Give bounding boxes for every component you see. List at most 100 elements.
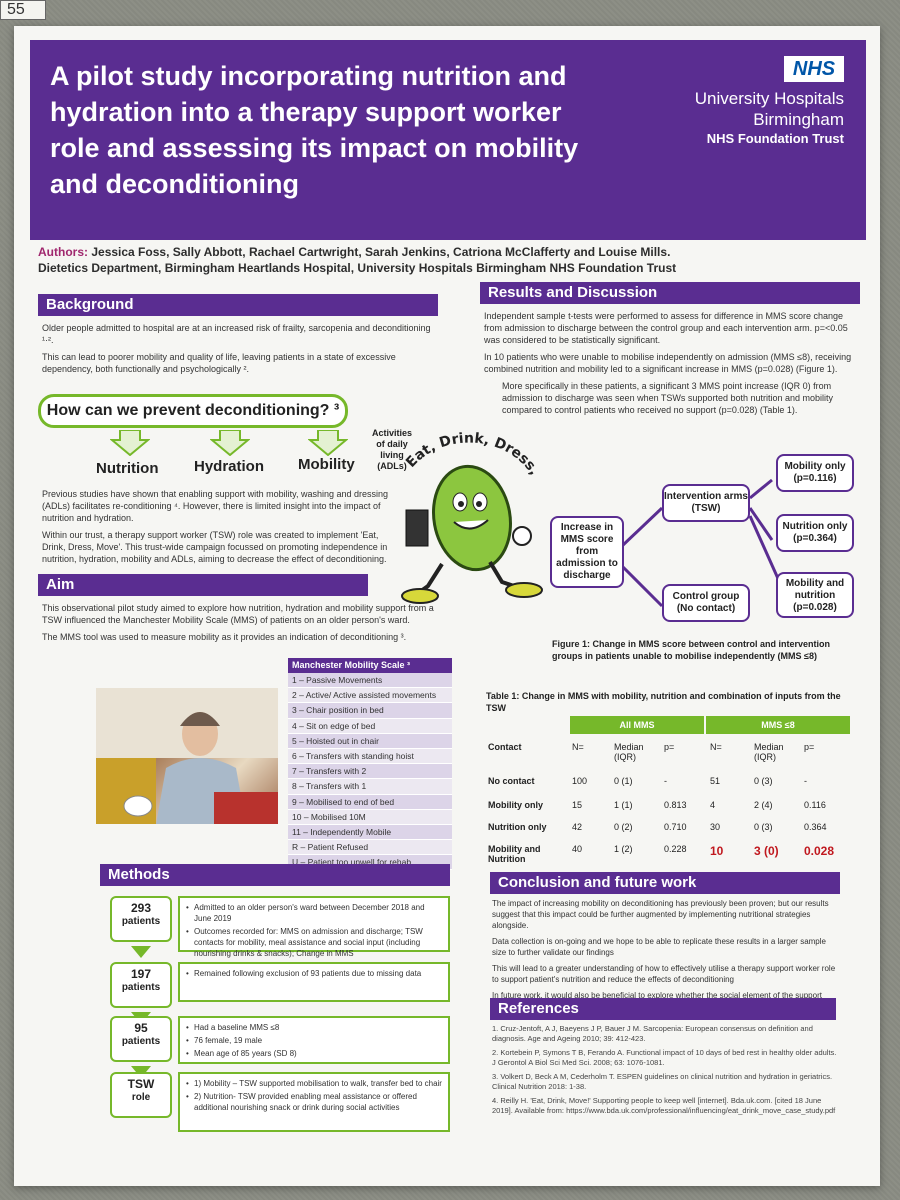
- adl-label: Activities of daily living (ADLs): [371, 428, 413, 471]
- methods-detail-item: Had a baseline MMS ≤8: [186, 1022, 444, 1033]
- table-row: Nutrition only 42 0 (2) 0.710 30 0 (3) 0.364: [486, 818, 850, 840]
- results-heading: Results and Discussion: [480, 282, 860, 304]
- methods-detail-box: Admitted to an older person's ward betwe…: [178, 896, 450, 958]
- table-cell: 0.813: [664, 800, 687, 810]
- methods-heading: Methods: [100, 864, 450, 886]
- mms-row: 1 – Passive Movements: [288, 673, 452, 689]
- background-p3: Previous studies have shown that enablin…: [42, 489, 389, 523]
- table-header-cell: N=: [572, 742, 584, 752]
- background-p1: Older people admitted to hospital are at…: [42, 323, 431, 345]
- table-cell: 42: [572, 822, 583, 832]
- down-arrow-icon: [131, 946, 151, 958]
- table-cell: Mobility only: [488, 800, 543, 810]
- background-heading: Background: [38, 294, 438, 316]
- methods-detail-box: Remained following exclusion of 93 patie…: [178, 962, 450, 1002]
- table-cell: No contact: [488, 776, 535, 786]
- methods-detail-item: Admitted to an older person's ward betwe…: [186, 902, 444, 924]
- methods-count-badge: 95 patients: [110, 1016, 172, 1062]
- eat-drink-dress-move-mascot: Eat, Drink, Dress, Move: [392, 406, 543, 604]
- mms-row: 4 – Sit on edge of bed: [288, 718, 452, 734]
- diagram-intervention-node: Intervention arms (TSW): [662, 484, 750, 522]
- table-group-all-mms: All MMS: [570, 716, 704, 734]
- table-cell: 0 (1): [614, 776, 633, 786]
- methods-count-badge: 293 patients: [110, 896, 172, 942]
- down-arrow-icon: [210, 430, 250, 456]
- methods-detail-box: 1) Mobility – TSW supported mobilisation…: [178, 1072, 450, 1132]
- table-cell: 1 (2): [614, 844, 633, 854]
- methods-count: TSW: [127, 1077, 155, 1091]
- methods-detail-list: 1) Mobility – TSW supported mobilisation…: [186, 1078, 444, 1115]
- references-heading: References: [490, 998, 836, 1020]
- results-text: Independent sample t-tests were performe…: [484, 310, 854, 421]
- board-number-tag: 55: [0, 0, 46, 20]
- methods-detail-item: Remained following exclusion of 93 patie…: [186, 968, 444, 979]
- poster-header: A pilot study incorporating nutrition an…: [30, 40, 866, 240]
- conclusion-p3: This will lead to a greater understandin…: [492, 964, 836, 984]
- table-header-cell: N=: [710, 742, 722, 752]
- results-p1: Independent sample t-tests were performe…: [484, 311, 848, 345]
- mms-row: 11 – Independently Mobile: [288, 824, 452, 841]
- table-cell: 2 (4): [754, 800, 773, 810]
- down-arrow-icon: [308, 430, 348, 456]
- mms-row: 2 – Active/ Active assisted movements: [288, 688, 452, 704]
- mms-rows: 1 – Passive Movements 2 – Active/ Active …: [288, 673, 452, 871]
- category-mobility: Mobility: [298, 456, 355, 473]
- table-cell: 3 (0): [754, 844, 779, 858]
- methods-count: 95: [134, 1021, 148, 1035]
- manchester-mobility-scale-table: Manchester Mobility Scale ³ 1 – Passive …: [288, 658, 452, 871]
- trust-line-2: Birmingham: [753, 110, 844, 129]
- references-list: 1. Cruz-Jentoft, A J, Baeyens J P, Bauer…: [492, 1024, 838, 1120]
- table-header-cell: Median (IQR): [614, 742, 644, 762]
- nhs-logo: NHS: [784, 56, 844, 82]
- table-cell: 1 (1): [614, 800, 633, 810]
- poster: A pilot study incorporating nutrition an…: [14, 26, 880, 1186]
- reference-item: 4. Reilly H. 'Eat, Drink, Move!' Support…: [492, 1096, 836, 1115]
- aim-p2: The MMS tool was used to measure mobilit…: [42, 632, 407, 642]
- table-cell: 30: [710, 822, 721, 832]
- table-cell: -: [804, 776, 807, 786]
- authors-block: Authors: Jessica Foss, Sally Abbott, Rac…: [38, 244, 858, 276]
- diagram-root-node: Increase in MMS score from admission to …: [550, 516, 624, 588]
- table-cell: 15: [572, 800, 583, 810]
- methods-count-badge: 197 patients: [110, 962, 172, 1008]
- background-p4: Within our trust, a therapy support work…: [42, 530, 388, 564]
- table-cell: -: [664, 776, 667, 786]
- table-header-row: Contact N= Median (IQR) p= N= Median (IQR) p=: [486, 736, 850, 766]
- category-nutrition: Nutrition: [96, 460, 159, 477]
- table-cell: 0 (3): [754, 822, 773, 832]
- methods-count: 293: [130, 901, 152, 915]
- aim-p1: This observational pilot study aimed to …: [42, 603, 434, 625]
- reference-item: 3. Volkert D, Beck A M, Cederholm T. ESP…: [492, 1072, 833, 1091]
- table-cell: 0.116: [804, 800, 826, 810]
- results-p2: In 10 patients who were unable to mobili…: [484, 352, 852, 374]
- background-p2: This can lead to poorer mobility and qua…: [42, 352, 396, 374]
- methods-detail-item: Mean age of 85 years (SD 8): [186, 1048, 444, 1059]
- table-group-mms-le8: MMS ≤8: [706, 716, 850, 734]
- conclusion-p2: Data collection is on-going and we hope …: [492, 937, 826, 957]
- table-cell: 0.228: [664, 844, 687, 854]
- table-header-cell: p=: [664, 742, 675, 752]
- trust-line-3: NHS Foundation Trust: [706, 131, 844, 146]
- table-cell: 40: [572, 844, 583, 854]
- mms-heading: Manchester Mobility Scale ³: [288, 658, 452, 673]
- methods-count-unit: patients: [121, 1036, 161, 1047]
- aim-text: This observational pilot study aimed to …: [42, 602, 442, 648]
- methods-detail-item: 76 female, 19 male: [186, 1035, 444, 1046]
- methods-detail-list: Had a baseline MMS ≤8 76 female, 19 male M…: [186, 1022, 444, 1061]
- poster-title: A pilot study incorporating nutrition an…: [50, 61, 579, 199]
- trust-line-1: University Hospitals: [694, 89, 844, 108]
- conclusion-heading: Conclusion and future work: [490, 872, 840, 894]
- table-cell: 4: [710, 800, 716, 810]
- mms-row: 3 – Chair position in bed: [288, 703, 452, 719]
- methods-count: 197: [130, 967, 152, 981]
- mms-row: 9 – Mobilised to end of bed: [288, 794, 452, 810]
- methods-detail-item: Outcomes recorded for: MMS on admission …: [186, 926, 444, 959]
- table-header-cell: Contact: [488, 742, 522, 752]
- aim-heading: Aim: [38, 574, 368, 596]
- mms-row: R – Patient Refused: [288, 840, 452, 856]
- methods-count-unit: patients: [121, 982, 161, 993]
- methods-detail-item: 2) Nutrition- TSW provided enabling meal…: [186, 1091, 444, 1113]
- authors-names: Jessica Foss, Sally Abbott, Rachael Cart…: [91, 245, 671, 259]
- results-p3: More specifically in these patients, a s…: [502, 381, 834, 415]
